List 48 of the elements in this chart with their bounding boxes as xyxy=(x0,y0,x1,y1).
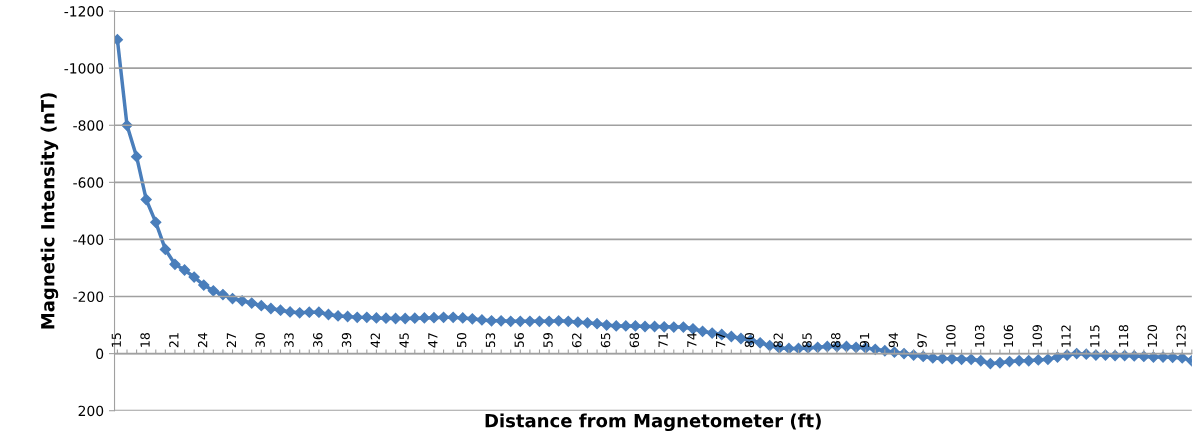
y-tick-label: 0 xyxy=(96,348,104,360)
x-tick-label: 118 xyxy=(1118,325,1129,347)
x-tick-label: 97 xyxy=(917,333,927,348)
y-tick-label: -200 xyxy=(73,291,104,302)
x-tick-label: 47 xyxy=(428,333,438,348)
y-tick-label: -400 xyxy=(73,234,104,245)
y-axis-title: Magnetic Intensity (nT) xyxy=(40,93,59,329)
x-tick-label: 85 xyxy=(802,333,812,348)
x-tick-label: 50 xyxy=(456,332,467,348)
x-tick-label: 30 xyxy=(255,332,265,348)
x-tick-label: 33 xyxy=(284,333,294,348)
x-tick-label: 68 xyxy=(629,333,640,348)
x-tick-label: 77 xyxy=(716,333,726,348)
y-tick-label: -800 xyxy=(73,120,104,131)
x-tick-label: 45 xyxy=(399,333,409,348)
x-tick-label: 106 xyxy=(1003,324,1014,347)
x-tick-label: 65 xyxy=(600,333,611,348)
x-tick-label: 39 xyxy=(341,333,352,348)
x-tick-label: 80 xyxy=(744,332,755,348)
x-axis-title: Distance from Magnetometer (ft) xyxy=(485,413,821,432)
y-tick-label: -600 xyxy=(73,177,104,188)
x-tick-label: 82 xyxy=(773,333,783,348)
x-tick-label: 27 xyxy=(226,333,236,348)
x-tick-label: 94 xyxy=(888,332,899,348)
x-tick-label: 103 xyxy=(974,325,985,347)
x-tick-label: 56 xyxy=(514,332,524,348)
x-tick-label: 74 xyxy=(687,332,697,348)
x-tick-label: 112 xyxy=(1061,325,1071,347)
x-tick-label: 120 xyxy=(1147,325,1158,347)
x-tick-label: 100 xyxy=(946,325,956,347)
x-tick-label: 53 xyxy=(485,333,496,348)
x-tick-label: 123 xyxy=(1176,325,1186,347)
x-tick-label: 24 xyxy=(197,332,208,348)
x-tick-label: 88 xyxy=(831,333,841,348)
x-tick-label: 91 xyxy=(859,333,870,348)
x-tick-label: 71 xyxy=(658,333,668,348)
y-tick-label: -1200 xyxy=(64,6,104,17)
x-tick-label: 62 xyxy=(572,333,582,348)
x-tick-label: 21 xyxy=(169,333,179,348)
y-tick-label: 200 xyxy=(78,405,104,417)
x-tick-label: 15 xyxy=(111,333,122,347)
x-tick-label: 18 xyxy=(140,333,150,347)
x-tick-label: 109 xyxy=(1032,325,1042,347)
x-tick-label: 59 xyxy=(543,333,553,348)
x-tick-label: 36 xyxy=(313,332,323,348)
y-tick-label: -1000 xyxy=(64,63,104,74)
x-tick-label: 42 xyxy=(370,333,380,348)
x-tick-label: 115 xyxy=(1090,325,1100,347)
